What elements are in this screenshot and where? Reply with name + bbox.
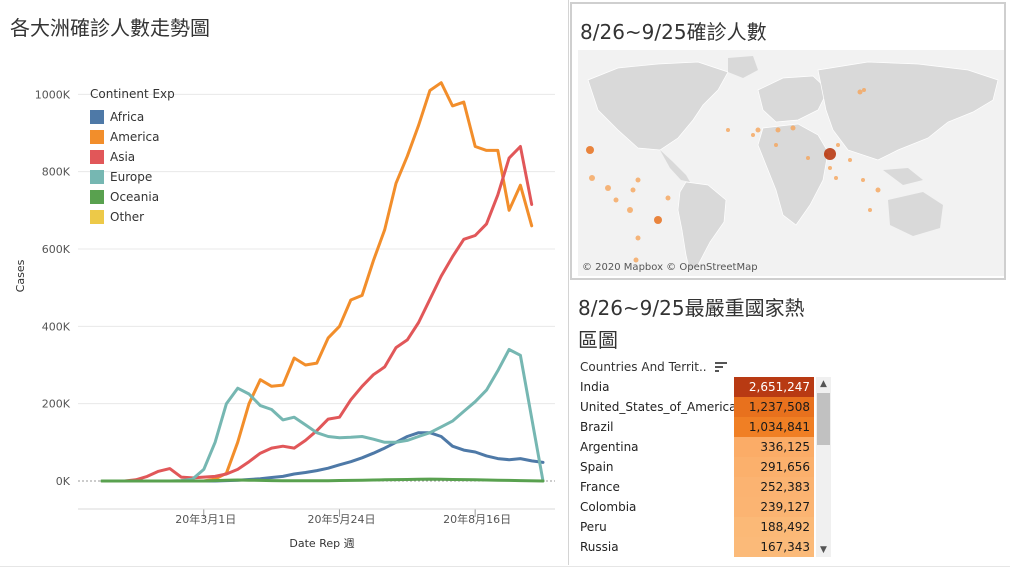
case-value-cell[interactable]: 1,237,508 [734,397,814,417]
legend-item-oceania[interactable]: Oceania [90,187,175,207]
heatmap-scrollbar[interactable]: ▲ ▼ [816,377,831,557]
legend-swatch [90,170,104,184]
legend-label: Oceania [110,190,160,204]
y-tick-label: 400K [42,320,71,333]
legend-label: Other [110,210,145,224]
legend-swatch [90,150,104,164]
line-chart[interactable]: 0K 200K 400K 600K 800K 1000K 20年3月1日 20年5月24日 20… [0,0,562,572]
heatmap-row[interactable]: Peru 188,492 [578,517,818,537]
legend-swatch [90,130,104,144]
case-value-cell[interactable]: 239,127 [734,497,814,517]
heatmap-row[interactable]: Russia 167,343 [578,537,818,557]
case-value-cell[interactable]: 336,125 [734,437,814,457]
series-line-europe [100,348,545,483]
series-line-oceania [100,477,545,483]
legend[interactable]: Continent Exp Africa America Asia Europe Oce… [90,87,175,227]
x-tick-label: 20年3月1日 [175,512,236,526]
country-name: Spain [580,460,614,474]
y-tick-label: 0K [56,475,71,488]
country-name: United_States_of_America [580,400,737,414]
heatmap-row[interactable]: France 252,383 [578,477,818,497]
country-name: Brazil [580,420,614,434]
heatmap-title: 8/26~9/25最嚴重國家熱區圖 [578,296,805,352]
line-chart-panel: 各大洲確診人數走勢圖 0K 200K 400K 600K 800K 1000K 20年3月1… [0,0,562,572]
legend-label: Africa [110,110,145,124]
country-name: Argentina [580,440,639,454]
map-credit[interactable]: © 2020 Mapbox © OpenStreetMap [582,262,758,273]
y-tick-label: 200K [42,398,71,411]
series-line-asia [100,145,534,483]
country-name: India [580,380,610,394]
x-tick-label: 20年8月16日 [443,512,511,526]
x-tick-label: 20年5月24日 [307,512,375,526]
legend-swatch [90,190,104,204]
bottom-rule [0,566,1010,567]
legend-swatch [90,110,104,124]
legend-label: Asia [110,150,136,164]
country-name: Russia [580,540,619,554]
x-axis-title: Date Rep 週 [289,537,354,550]
world-map[interactable]: © 2020 Mapbox © OpenStreetMap [578,50,1004,276]
country-name: France [580,480,620,494]
case-value-cell[interactable]: 291,656 [734,457,814,477]
map-title: 8/26~9/25確診人數 [580,20,767,44]
sort-icon[interactable] [714,362,727,372]
country-name: Colombia [580,500,637,514]
y-tick-label: 800K [42,166,71,179]
series-line-africa [100,431,545,483]
case-value-cell[interactable]: 188,492 [734,517,814,537]
panel-divider [568,0,569,565]
case-value-cell[interactable]: 167,343 [734,537,814,557]
legend-title: Continent Exp [90,87,175,101]
case-value-cell[interactable]: 252,383 [734,477,814,497]
heatmap-column-header[interactable]: Countries And Territ.. [580,360,727,374]
map-panel[interactable]: 8/26~9/25確診人數 [570,2,1006,280]
legend-item-america[interactable]: America [90,127,175,147]
legend-swatch [90,210,104,224]
heatmap-row[interactable]: Argentina 336,125 [578,437,818,457]
scroll-down-icon[interactable]: ▼ [820,545,827,555]
heatmap-row[interactable]: Colombia 239,127 [578,497,818,517]
legend-item-africa[interactable]: Africa [90,107,175,127]
legend-item-asia[interactable]: Asia [90,147,175,167]
scroll-thumb[interactable] [817,393,830,445]
legend-label: Europe [110,170,153,184]
chart-title: 各大洲確診人數走勢圖 [10,16,210,40]
country-name: Peru [580,520,607,534]
scroll-up-icon[interactable]: ▲ [820,379,827,389]
y-tick-label: 600K [42,243,71,256]
heatmap-row[interactable]: Spain 291,656 [578,457,818,477]
case-value-cell[interactable]: 2,651,247 [734,377,814,397]
legend-label: America [110,130,160,144]
legend-item-europe[interactable]: Europe [90,167,175,187]
heatmap-row[interactable]: Brazil 1,034,841 [578,417,818,437]
legend-item-other[interactable]: Other [90,207,175,227]
case-value-cell[interactable]: 1,034,841 [734,417,814,437]
y-axis-title: Cases [14,259,27,292]
heatmap-row[interactable]: India 2,651,247 [578,377,818,397]
column-header-label: Countries And Territ.. [580,360,707,374]
y-tick-label: 1000K [35,88,71,101]
world-map-graphic [586,56,999,273]
heatmap-row[interactable]: United_States_of_America 1,237,508 [578,397,818,417]
